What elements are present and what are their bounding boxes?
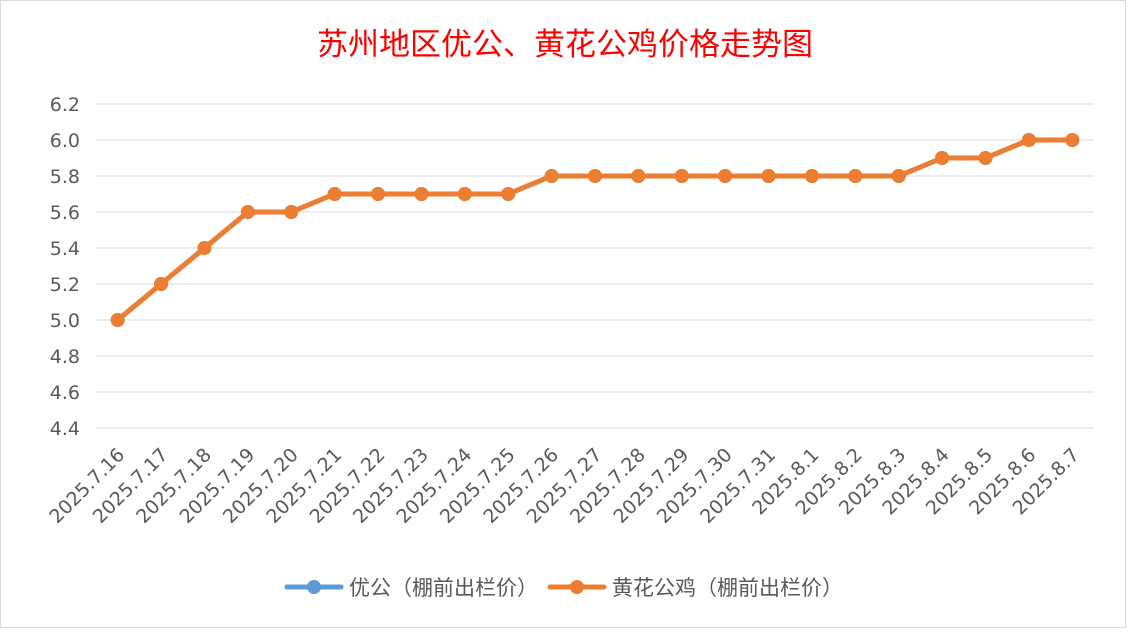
data-point (631, 169, 646, 183)
chart-title: 苏州地区优公、黄花公鸡价格走势图 (317, 27, 813, 63)
data-point (284, 205, 299, 219)
legend-label: 黄花公鸡（棚前出栏价） (612, 576, 843, 600)
x-axis-ticks: 2025.7.162025.7.172025.7.182025.7.192025… (45, 444, 1084, 528)
data-point (197, 241, 212, 255)
data-point (544, 169, 559, 183)
data-point (110, 313, 125, 327)
y-tick-label: 5.0 (50, 310, 80, 332)
data-point (674, 169, 689, 183)
y-tick-label: 6.2 (50, 94, 80, 116)
legend: 优公（棚前出栏价） 黄花公鸡（棚前出栏价） (284, 576, 843, 600)
data-point (501, 187, 516, 201)
data-point (804, 169, 819, 183)
data-point (935, 151, 950, 165)
data-point (978, 151, 993, 165)
data-point (588, 169, 602, 183)
y-tick-label: 6.0 (50, 130, 80, 152)
data-point (327, 187, 342, 201)
y-tick-label: 5.2 (50, 274, 80, 296)
y-tick-label: 4.6 (50, 382, 80, 404)
data-point (718, 169, 733, 183)
y-tick-label: 5.6 (50, 202, 80, 224)
data-point (154, 277, 169, 291)
legend-item: 优公（棚前出栏价） (284, 576, 538, 600)
data-point (240, 205, 255, 219)
y-tick-label: 5.8 (50, 166, 80, 188)
legend-item: 黄花公鸡（棚前出栏价） (547, 576, 843, 600)
data-point (371, 187, 386, 201)
data-point (414, 187, 429, 201)
series-2 (110, 133, 1080, 327)
y-axis-ticks: 6.2 6.0 5.8 5.6 5.4 5.2 5.0 4.8 4.6 4.4 (50, 94, 80, 440)
data-point (1065, 133, 1080, 147)
y-tick-label: 4.8 (50, 346, 80, 368)
data-point (761, 169, 776, 183)
legend-label: 优公（棚前出栏价） (349, 576, 538, 600)
data-point (848, 169, 863, 183)
series-layer (110, 133, 1080, 327)
data-point (457, 187, 472, 201)
legend-swatch-marker (307, 580, 321, 594)
data-point (891, 169, 906, 183)
y-tick-label: 4.4 (50, 418, 80, 440)
legend-swatch-marker (570, 580, 584, 594)
y-tick-label: 5.4 (50, 238, 80, 260)
data-point (1021, 133, 1036, 147)
